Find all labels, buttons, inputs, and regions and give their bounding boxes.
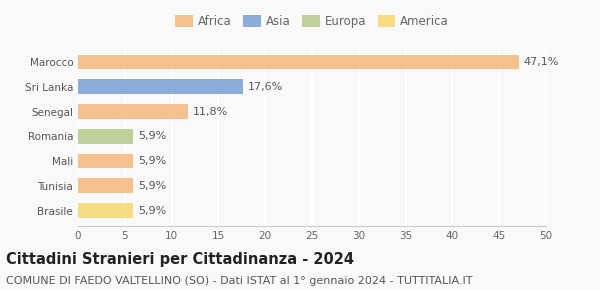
Text: COMUNE DI FAEDO VALTELLINO (SO) - Dati ISTAT al 1° gennaio 2024 - TUTTITALIA.IT: COMUNE DI FAEDO VALTELLINO (SO) - Dati I… [6, 276, 473, 285]
Text: 5,9%: 5,9% [138, 156, 166, 166]
Text: 5,9%: 5,9% [138, 131, 166, 141]
Legend: Africa, Asia, Europa, America: Africa, Asia, Europa, America [173, 13, 451, 30]
Bar [78, 79, 243, 94]
Text: Cittadini Stranieri per Cittadinanza - 2024: Cittadini Stranieri per Cittadinanza - 2… [6, 252, 354, 267]
Text: 47,1%: 47,1% [524, 57, 559, 67]
Bar [78, 154, 133, 168]
Text: 5,9%: 5,9% [138, 206, 166, 215]
Bar [78, 178, 133, 193]
Text: 11,8%: 11,8% [193, 106, 229, 117]
Bar [78, 129, 133, 144]
Text: 17,6%: 17,6% [247, 82, 283, 92]
Bar [78, 104, 188, 119]
Text: 5,9%: 5,9% [138, 181, 166, 191]
Bar [78, 203, 133, 218]
Bar [78, 55, 519, 69]
